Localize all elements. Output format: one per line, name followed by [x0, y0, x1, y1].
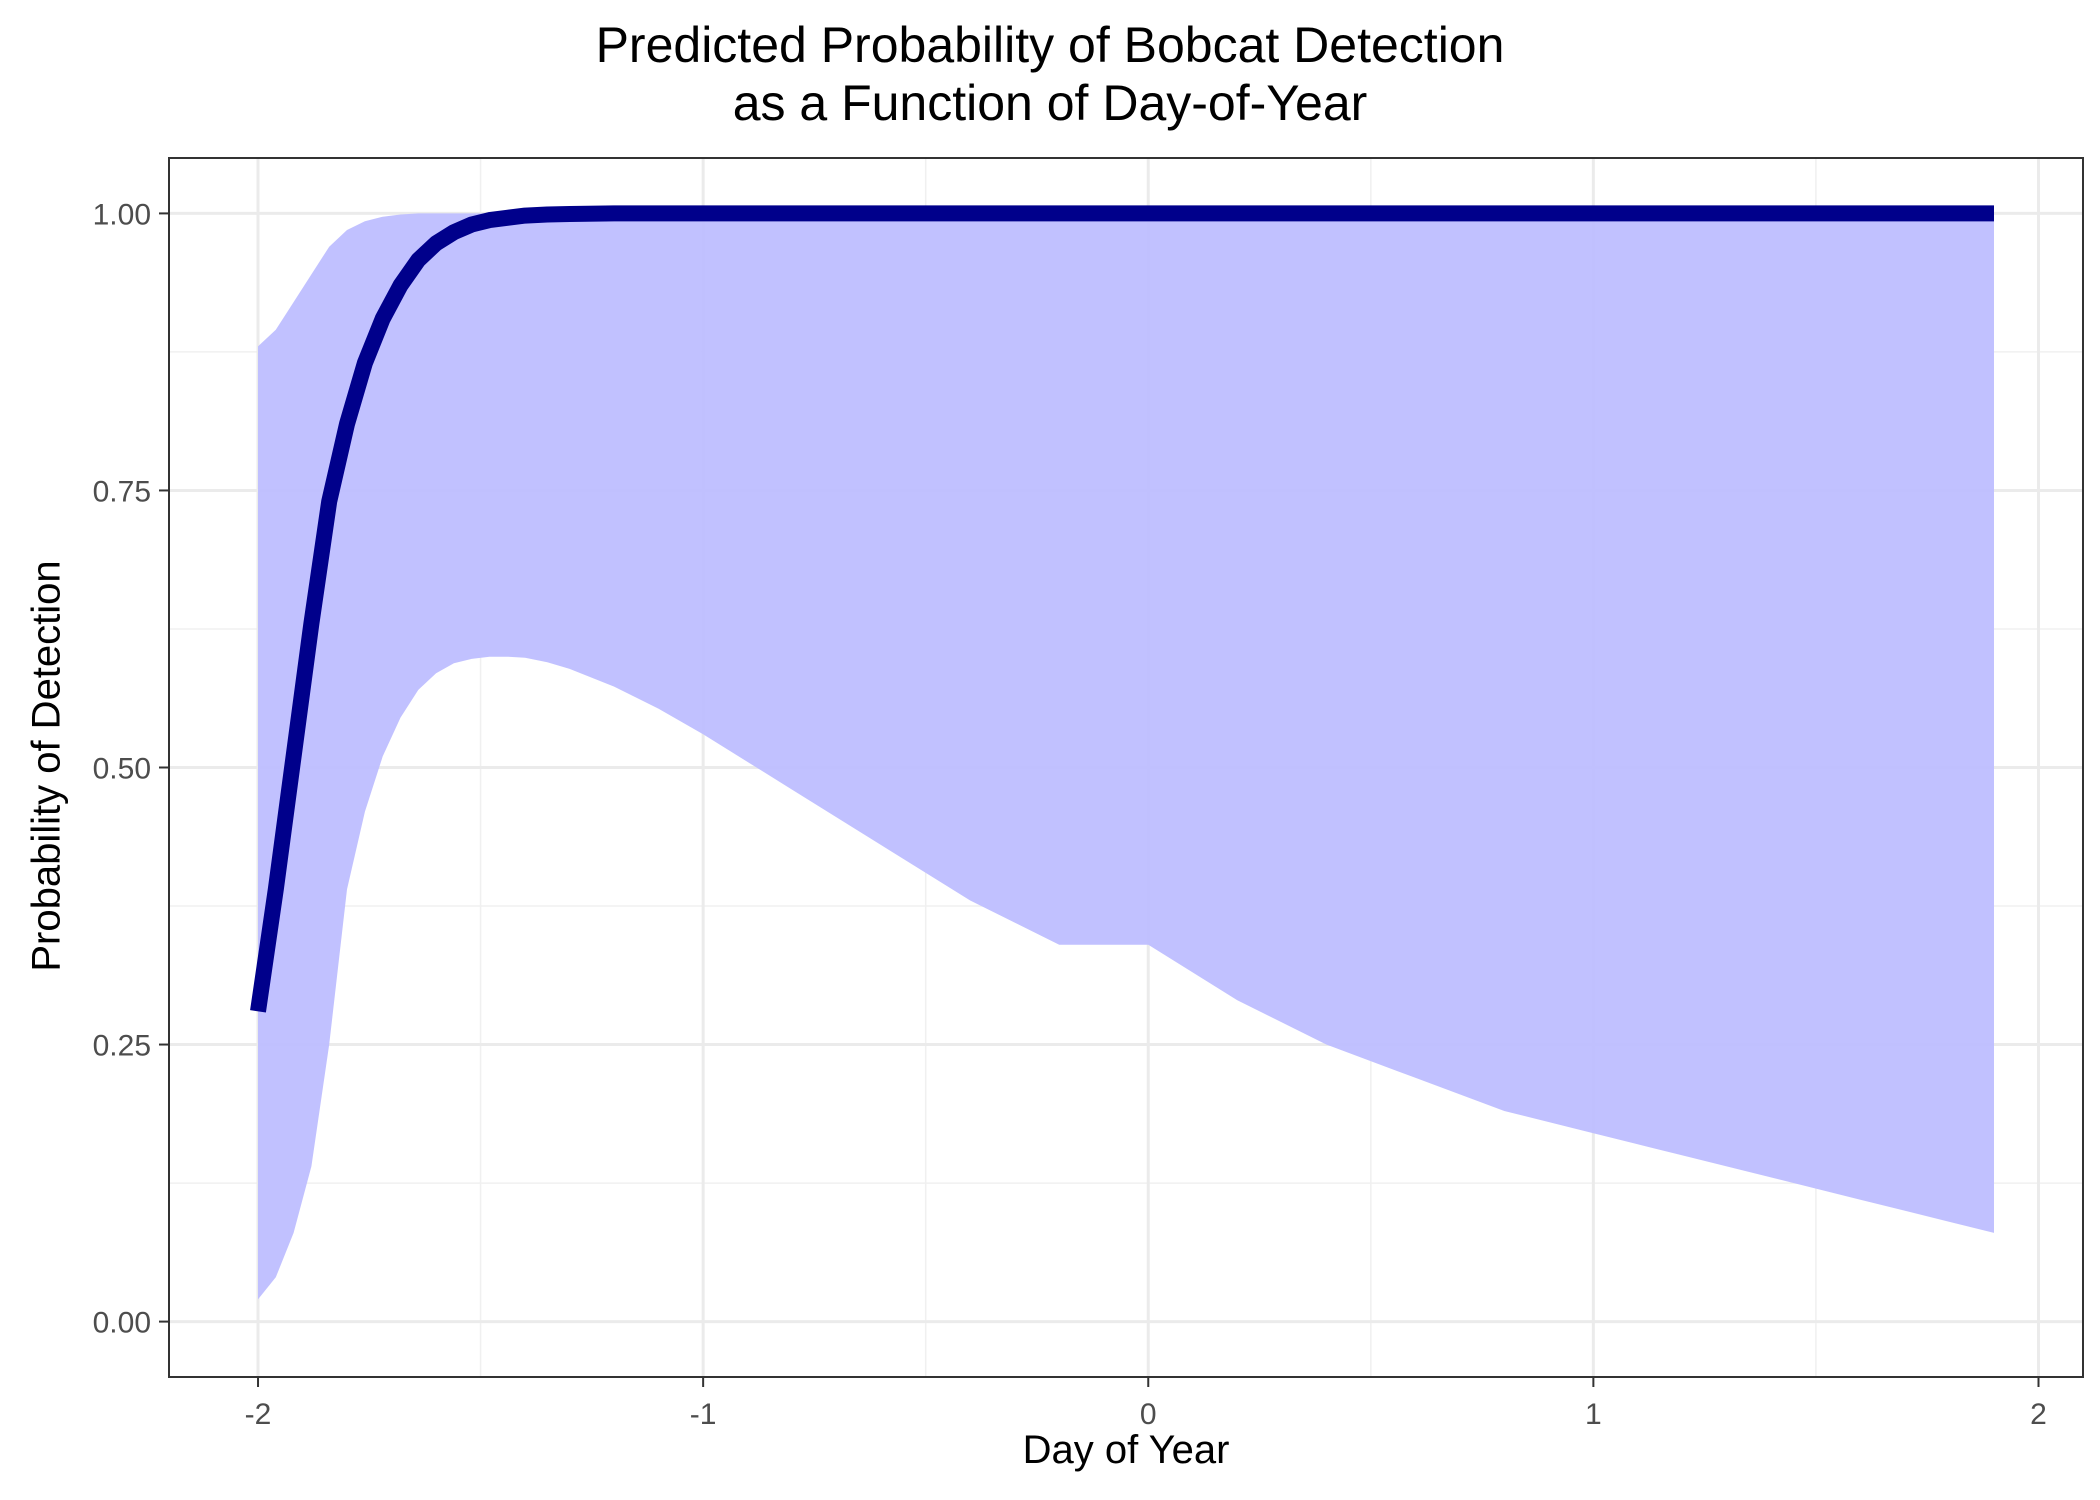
estimate-line [250, 205, 1994, 1013]
y-axis-ticks: 0.00 0.25 0.50 0.75 1.00 [93, 198, 169, 1340]
chart-title: Predicted Probability of Bobcat Detectio… [595, 17, 1505, 73]
y-axis-label: Probability of Detection [24, 560, 69, 972]
x-tick-label: 2 [2030, 1398, 2047, 1431]
x-axis-label: Day of Year [1022, 1428, 1230, 1472]
estimate-line-layer [250, 205, 1994, 1013]
y-tick-label: 0.75 [93, 475, 151, 508]
x-tick-label: 0 [1140, 1398, 1157, 1431]
y-tick-label: 0.50 [93, 753, 151, 786]
y-tick-label: 0.25 [93, 1030, 151, 1063]
confidence-ribbon-layer [258, 213, 1994, 1300]
chart-subtitle: as a Function of Day-of-Year [732, 75, 1368, 131]
x-tick-label: -1 [690, 1398, 717, 1431]
x-tick-label: -2 [245, 1398, 272, 1431]
y-tick-label: 0.00 [93, 1307, 151, 1340]
y-tick-label: 1.00 [93, 198, 151, 231]
x-axis-ticks: -2 -1 0 1 2 [245, 1377, 2047, 1431]
x-tick-label: 1 [1585, 1398, 1602, 1431]
confidence-ribbon [258, 213, 1994, 1300]
